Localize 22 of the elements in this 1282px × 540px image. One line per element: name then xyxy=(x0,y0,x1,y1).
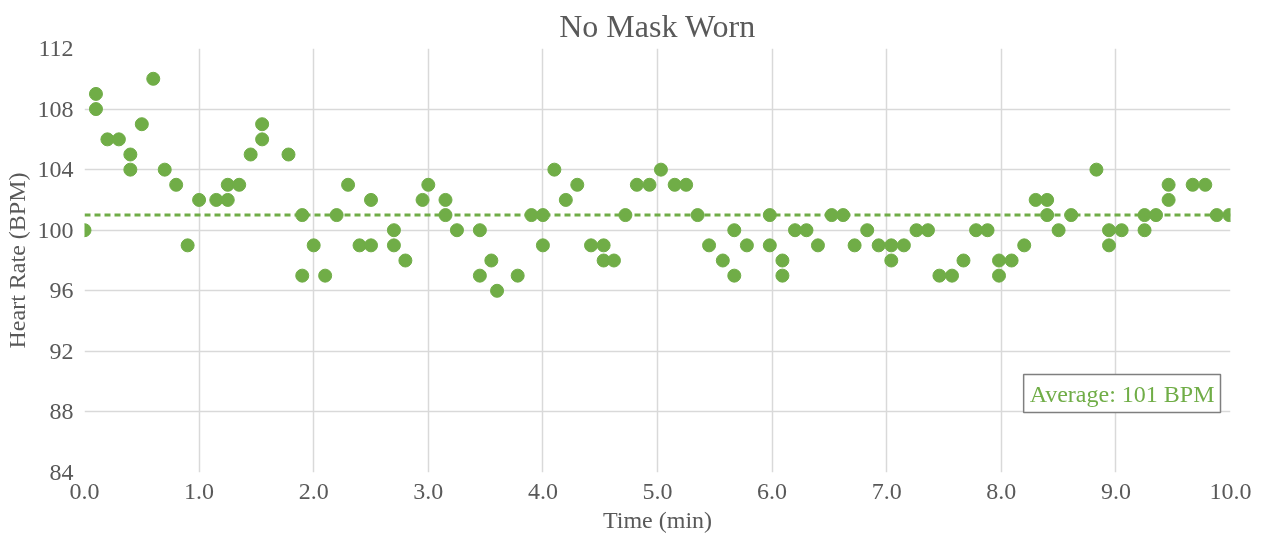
x-tick-label: 9.0 xyxy=(1100,477,1131,504)
x-axis-title: Time (min) xyxy=(602,506,713,533)
y-axis-title: Heart Rate (BPM) xyxy=(3,172,30,349)
chart-title: No Mask Worn xyxy=(559,7,756,44)
x-tick-label: 5.0 xyxy=(642,477,673,504)
y-tick-label: 104 xyxy=(37,156,74,183)
x-tick-label: 7.0 xyxy=(871,477,902,504)
y-tick-label: 100 xyxy=(37,216,74,243)
x-tick-label: 10.0 xyxy=(1209,477,1252,504)
y-tick-label: 92 xyxy=(49,337,74,364)
x-tick-label: 6.0 xyxy=(757,477,788,504)
y-tick-label: 96 xyxy=(49,277,74,304)
y-tick-label: 88 xyxy=(49,398,74,425)
x-tick-label: 8.0 xyxy=(986,477,1017,504)
y-tick-label: 112 xyxy=(38,35,74,61)
x-tick-label: 3.0 xyxy=(413,477,444,504)
x-tick-label: 4.0 xyxy=(527,477,558,504)
y-tick-label: 84 xyxy=(49,459,74,485)
x-tick-label: 1.0 xyxy=(184,477,215,504)
y-tick-label: 108 xyxy=(37,95,74,122)
x-tick-label: 2.0 xyxy=(298,477,329,504)
ref-line-label: Average: 101 BPM xyxy=(1029,380,1215,407)
